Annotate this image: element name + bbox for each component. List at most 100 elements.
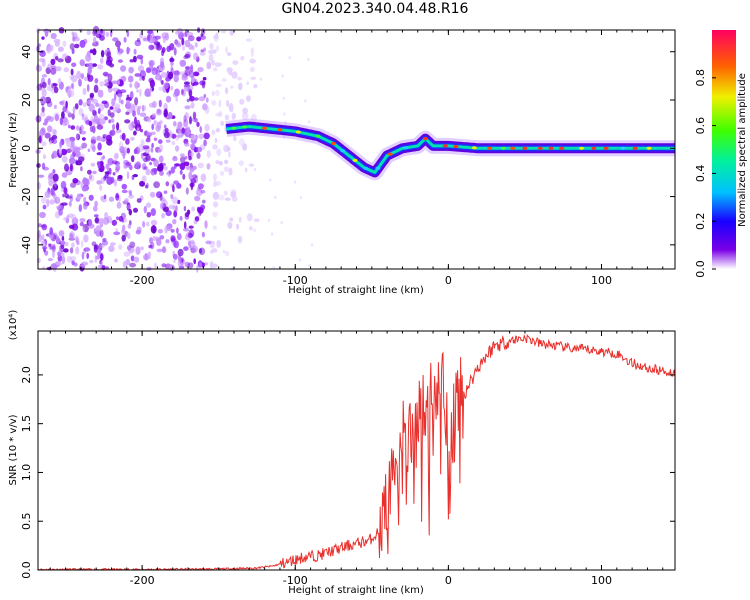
noise-speckle [125,138,130,145]
noise-speckle [170,229,175,233]
signal-hotspot [487,146,493,150]
noise-speckle [188,225,194,229]
noise-speckle [267,218,271,222]
noise-speckle [181,75,188,81]
noise-speckle [78,78,82,87]
noise-speckle [211,91,215,96]
noise-speckle [81,142,88,149]
signal-hotspot [453,144,459,149]
noise-speckle [90,139,96,144]
noise-speckle [44,250,49,256]
noise-speckle [149,161,153,166]
noise-speckle [205,240,212,245]
noise-speckle [150,208,156,217]
noise-speckle [89,259,94,264]
noise-speckle [161,49,165,57]
y-tick-label: -40 [20,236,33,254]
noise-speckle [70,125,76,130]
noise-speckle [176,134,184,138]
noise-speckle [140,139,145,147]
noise-speckle [135,246,141,255]
signal-hotspot [548,146,554,150]
noise-speckle [42,246,48,250]
noise-speckle [215,83,222,88]
noise-speckle [211,129,216,135]
noise-speckle [159,162,166,167]
noise-speckle [121,189,128,194]
y-tick-label: 20 [20,93,33,107]
noise-speckle [153,119,157,126]
noise-speckle [105,163,110,170]
noise-speckle [105,31,110,37]
noise-speckle [159,202,165,210]
noise-speckle [96,152,103,156]
noise-speckle [126,232,131,240]
noise-speckle [187,149,192,158]
noise-speckle [54,113,60,122]
noise-speckle [87,100,92,105]
noise-speckle [151,67,158,75]
noise-speckle [310,243,314,247]
noise-speckle [119,146,125,154]
noise-speckle [129,241,136,248]
noise-speckle [84,53,91,62]
noise-speckle [180,88,184,96]
noise-speckle [130,255,135,262]
signal-band-core [226,125,675,174]
noise-speckle [70,74,78,83]
noise-speckle [253,167,257,172]
noise-speckle [240,55,245,61]
noise-speckle [223,144,230,153]
noise-speckle [44,132,51,139]
noise-speckle [172,156,178,162]
noise-speckle [181,127,185,134]
noise-speckle [146,117,152,123]
colorbar-label: Normalized spectral amplitude [737,73,748,227]
top-y-ticks: -40 -20 0 20 40 [20,45,675,254]
noise-speckle [115,129,122,134]
noise-speckle [137,82,140,88]
noise-speckle [79,218,86,223]
noise-speckle [41,106,45,113]
noise-speckle [72,35,75,42]
noise-speckle [249,58,256,64]
noise-speckle [88,120,93,127]
noise-speckle [158,86,163,92]
noise-speckle [62,40,67,47]
noise-speckle [99,137,103,142]
noise-speckle [135,162,140,170]
colorbar-tick-label: 0.4 [694,165,707,183]
noise-speckle [173,180,180,185]
noise-speckle [197,183,204,190]
noise-speckle [170,193,174,200]
noise-speckle [55,66,62,72]
noise-speckle [199,248,203,254]
noise-speckle [174,145,180,152]
noise-speckle [57,77,62,85]
noise-speckle [190,102,195,109]
noise-speckle [191,117,198,122]
noise-speckle [117,45,121,52]
noise-speckle [50,58,56,66]
noise-speckle [143,157,148,163]
noise-speckle [41,90,47,97]
noise-speckle [121,234,126,242]
noise-speckle [206,61,212,70]
signal-hotspot [387,152,393,156]
noise-speckle [212,211,218,218]
noise-speckle [73,262,78,267]
noise-speckle [307,57,310,61]
noise-speckle [149,191,156,198]
noise-speckle [201,80,206,89]
noise-speckle [156,108,162,116]
signal-hotspot [352,158,358,162]
noise-speckle [179,169,183,175]
noise-speckle [61,172,68,178]
noise-speckle [140,128,143,133]
noise-speckle [96,180,103,185]
noise-speckle [245,167,248,173]
noise-speckle [212,225,217,230]
noise-speckle [149,79,155,88]
noise-speckle [99,184,103,191]
noise-speckle [216,45,220,52]
